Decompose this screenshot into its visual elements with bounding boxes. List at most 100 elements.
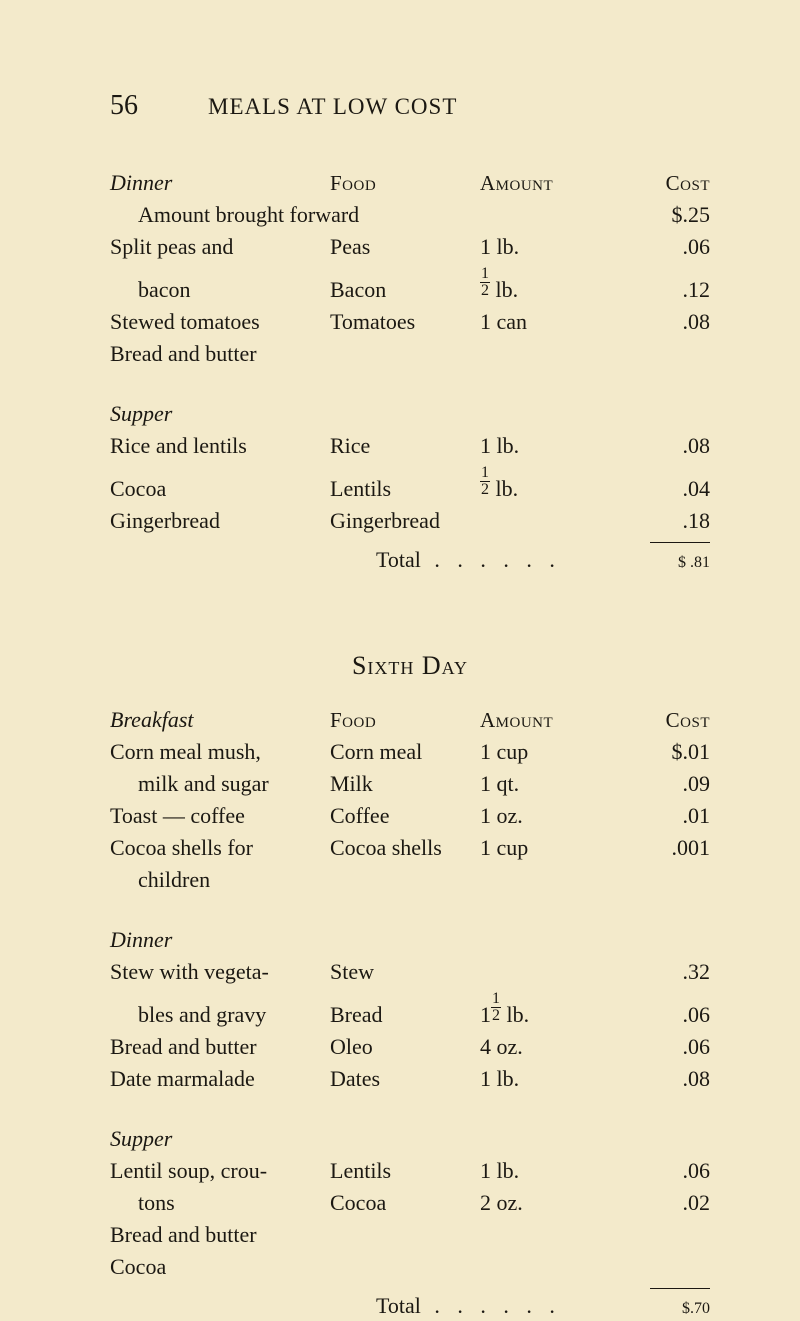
- item-label: tons: [110, 1190, 330, 1216]
- item-label: Cocoa: [110, 1254, 330, 1280]
- amount-label: 1 lb.: [480, 1158, 600, 1184]
- food-label: Milk: [330, 771, 480, 797]
- total-row: Total . . . . . . $.70: [110, 1293, 710, 1319]
- table-row: Gingerbread Gingerbread .18: [110, 508, 710, 534]
- cost-label: .18: [600, 508, 710, 534]
- food-label: Rice: [330, 433, 480, 459]
- dots-icon: . . . . . .: [426, 1293, 561, 1318]
- table-row: bacon Bacon 12 lb. .12: [110, 266, 710, 303]
- meal-label-supper: Supper: [110, 1126, 330, 1152]
- fraction-icon: 12: [480, 266, 490, 299]
- item-label: Lentil soup, crou-: [110, 1158, 330, 1184]
- food-label: Coffee: [330, 803, 480, 829]
- food-label: Oleo: [330, 1034, 480, 1060]
- page-header: 56 MEALS AT LOW COST: [110, 90, 710, 122]
- amount-label: 12 lb.: [480, 465, 600, 502]
- cost-label: .04: [600, 476, 710, 502]
- food-label: Tomatoes: [330, 309, 480, 335]
- table-row: Stewed tomatoes Tomatoes 1 can .08: [110, 309, 710, 335]
- cost-label: .08: [600, 309, 710, 335]
- divider-icon: [650, 1288, 710, 1289]
- item-label: Cocoa shells for: [110, 835, 330, 861]
- amount-label: 4 oz.: [480, 1034, 600, 1060]
- total-value: $ .81: [600, 554, 710, 572]
- food-label: Cocoa: [330, 1190, 480, 1216]
- cost-label: .09: [600, 771, 710, 797]
- food-label: Gingerbread: [330, 508, 480, 534]
- amount-label: 1 lb.: [480, 1066, 600, 1092]
- food-label: Stew: [330, 959, 480, 985]
- amount-label: 12 lb.: [480, 266, 600, 303]
- item-label: Bread and butter: [110, 1034, 330, 1060]
- table-row: tons Cocoa 2 oz. .02: [110, 1190, 710, 1216]
- carry-forward-cost: $.25: [600, 202, 710, 228]
- item-label: Split peas and: [110, 234, 330, 260]
- food-label: Lentils: [330, 476, 480, 502]
- cost-label: .06: [600, 234, 710, 260]
- fraction-icon: 12: [480, 465, 490, 498]
- table-row: Stew with vegeta- Stew .32: [110, 959, 710, 985]
- cost-label: .32: [600, 959, 710, 985]
- table-row: Lentil soup, crou- Lentils 1 lb. .06: [110, 1158, 710, 1184]
- cost-label: .02: [600, 1190, 710, 1216]
- item-label: bles and gravy: [110, 1002, 330, 1028]
- table-row: Toast — coffee Coffee 1 oz. .01: [110, 803, 710, 829]
- amount-label: 1 cup: [480, 739, 600, 765]
- meal-label-dinner: Dinner: [110, 170, 330, 196]
- column-headers: Dinner Food Amount Cost: [110, 170, 710, 196]
- column-headers: Breakfast Food Amount Cost: [110, 707, 710, 733]
- table-row: Bread and butter: [110, 341, 710, 367]
- meal-label-supper: Supper: [110, 401, 330, 427]
- item-label: Bread and butter: [110, 341, 330, 367]
- meal-label-row: Supper: [110, 401, 710, 427]
- header-food: Food: [330, 708, 480, 733]
- header-cost: Cost: [600, 171, 710, 196]
- table-row: Rice and lentils Rice 1 lb. .08: [110, 433, 710, 459]
- amount-label: 1 lb.: [480, 234, 600, 260]
- table-row: milk and sugar Milk 1 qt. .09: [110, 771, 710, 797]
- table-row: Corn meal mush, Corn meal 1 cup $.01: [110, 739, 710, 765]
- food-label: Cocoa shells: [330, 835, 480, 861]
- table-row: Bread and butter Oleo 4 oz. .06: [110, 1034, 710, 1060]
- item-label: Cocoa: [110, 476, 330, 502]
- cost-label: .01: [600, 803, 710, 829]
- fraction-icon: 12: [491, 991, 501, 1024]
- table-row: Cocoa: [110, 1254, 710, 1280]
- food-label: Corn meal: [330, 739, 480, 765]
- amount-label: 2 oz.: [480, 1190, 600, 1216]
- item-label: Gingerbread: [110, 508, 330, 534]
- cost-label: .06: [600, 1002, 710, 1028]
- meal-label-dinner: Dinner: [110, 927, 330, 953]
- rule-row: [110, 540, 710, 545]
- cost-label: .08: [600, 1066, 710, 1092]
- day-heading: Sixth Day: [110, 651, 710, 681]
- item-label: Date marmalade: [110, 1066, 330, 1092]
- cost-label: .12: [600, 277, 710, 303]
- item-label: Toast — coffee: [110, 803, 330, 829]
- item-label: Bread and butter: [110, 1222, 330, 1248]
- table-row: Cocoa shells for Cocoa shells 1 cup .001: [110, 835, 710, 861]
- total-label: Total . . . . . .: [330, 1293, 600, 1319]
- header-amount: Amount: [480, 171, 600, 196]
- item-label: Rice and lentils: [110, 433, 330, 459]
- total-value: $.70: [600, 1300, 710, 1318]
- amount-label: 1 can: [480, 309, 600, 335]
- item-label: children: [110, 867, 330, 893]
- food-label: Dates: [330, 1066, 480, 1092]
- total-label: Total . . . . . .: [330, 547, 600, 573]
- item-label: milk and sugar: [110, 771, 330, 797]
- divider-icon: [650, 542, 710, 543]
- table-row: children: [110, 867, 710, 893]
- dots-icon: . . . . . .: [426, 547, 561, 572]
- carry-forward-row: Amount brought forward $.25: [110, 202, 710, 228]
- carry-forward-label: Amount brought forward: [110, 202, 480, 228]
- cost-label: .06: [600, 1158, 710, 1184]
- food-label: Bacon: [330, 277, 480, 303]
- table-row: Bread and butter: [110, 1222, 710, 1248]
- table-row: Date marmalade Dates 1 lb. .08: [110, 1066, 710, 1092]
- page-number: 56: [110, 90, 138, 122]
- amount-label: 1 cup: [480, 835, 600, 861]
- cost-label: .08: [600, 433, 710, 459]
- cost-label: .06: [600, 1034, 710, 1060]
- page-title: MEALS AT LOW COST: [208, 94, 457, 120]
